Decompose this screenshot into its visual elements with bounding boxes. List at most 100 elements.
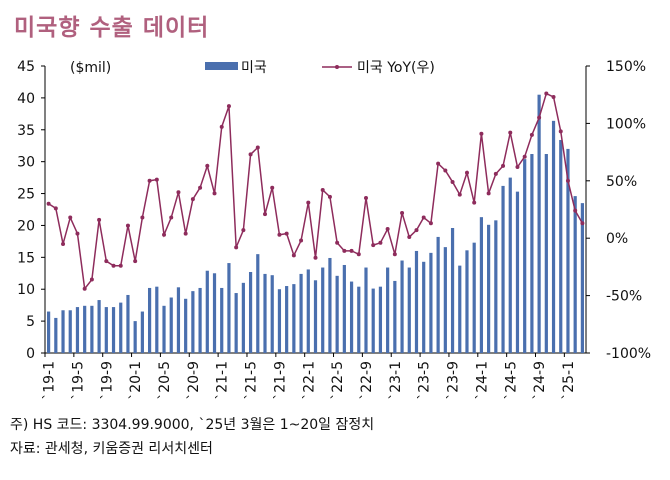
yoy-point xyxy=(551,94,556,99)
x-tick-label: `19-5 xyxy=(70,361,86,400)
bar xyxy=(248,272,253,353)
x-tick-label: `20-5 xyxy=(157,361,173,400)
yoy-point xyxy=(147,178,152,183)
bar xyxy=(90,305,94,353)
legend-bar-label: 미국 xyxy=(241,60,267,76)
bar xyxy=(256,254,260,353)
bar xyxy=(422,261,426,353)
right-tick-label: 0% xyxy=(606,231,628,247)
x-tick-label: `22-9 xyxy=(359,361,375,400)
bar xyxy=(342,264,346,353)
right-tick-label: 50% xyxy=(606,174,637,190)
yoy-point xyxy=(356,252,361,257)
right-tick-label: -50% xyxy=(606,289,642,305)
x-tick-label: `21-9 xyxy=(272,361,288,400)
bar xyxy=(580,203,584,353)
chart-title: 미국향 수출 데이터 xyxy=(14,15,210,41)
bar xyxy=(487,224,491,353)
bar xyxy=(313,280,318,353)
bar xyxy=(429,252,433,353)
bar xyxy=(349,281,354,353)
bar xyxy=(169,297,173,353)
bar xyxy=(263,273,267,353)
bar xyxy=(364,267,368,353)
yoy-point xyxy=(472,200,477,205)
x-tick-label: `20-9 xyxy=(186,361,202,400)
bar xyxy=(104,307,108,353)
bar xyxy=(75,307,80,353)
yoy-point xyxy=(486,191,491,196)
bar xyxy=(292,284,296,353)
yoy-point xyxy=(140,215,145,220)
bar xyxy=(184,298,188,353)
yoy-point xyxy=(493,171,498,176)
right-tick-label: -100% xyxy=(606,346,651,362)
bar xyxy=(458,265,462,353)
left-tick-label: 45 xyxy=(17,59,35,75)
bar xyxy=(212,273,217,353)
yoy-point xyxy=(580,221,585,226)
yoy-point xyxy=(508,130,513,135)
bar xyxy=(285,286,289,353)
x-tick-label: `25-1 xyxy=(561,361,577,400)
bar xyxy=(61,310,65,353)
yoy-point xyxy=(320,187,325,192)
yoy-point xyxy=(169,215,174,220)
yoy-point xyxy=(46,201,51,206)
left-tick-label: 15 xyxy=(17,250,35,266)
yoy-point xyxy=(89,277,94,282)
yoy-point xyxy=(342,248,347,253)
legend-line-marker xyxy=(335,65,339,69)
legend-bar-swatch xyxy=(205,62,238,70)
yoy-point xyxy=(464,170,469,175)
bar xyxy=(523,159,527,353)
yoy-point xyxy=(443,168,448,173)
yoy-point xyxy=(82,286,87,291)
left-tick-label: 40 xyxy=(17,91,35,107)
yoy-point xyxy=(515,165,520,170)
yoy-point xyxy=(154,177,159,182)
left-tick-label: 20 xyxy=(17,218,35,234)
yoy-point xyxy=(118,263,123,268)
bar xyxy=(515,191,520,353)
yoy-point xyxy=(414,228,419,233)
yoy-point xyxy=(104,259,109,264)
bar xyxy=(227,263,231,353)
x-tick-label: `22-1 xyxy=(301,361,317,400)
bar xyxy=(508,177,512,353)
yoy-point xyxy=(537,115,542,120)
yoy-point xyxy=(335,240,340,245)
yoy-point xyxy=(306,200,311,205)
bar xyxy=(306,269,310,353)
x-tick-label: `19-9 xyxy=(99,361,115,400)
bar xyxy=(155,286,159,353)
legend-line-label: 미국 YoY(우) xyxy=(357,60,435,76)
yoy-point xyxy=(450,179,455,184)
yoy-point xyxy=(255,145,260,150)
bar xyxy=(465,250,469,353)
yoy-point xyxy=(363,196,368,201)
yoy-point xyxy=(212,191,217,196)
yoy-point xyxy=(111,263,116,268)
bar xyxy=(551,120,556,353)
yoy-point xyxy=(544,91,549,96)
yoy-point xyxy=(313,255,318,260)
x-tick-label: `23-1 xyxy=(388,361,404,400)
bar xyxy=(443,247,447,353)
yoy-point xyxy=(219,124,224,129)
x-tick-label: `23-9 xyxy=(446,361,462,400)
yoy-point xyxy=(436,161,441,166)
bar xyxy=(573,196,577,353)
bar xyxy=(241,282,245,353)
bar xyxy=(566,148,570,353)
yoy-point xyxy=(385,227,390,232)
yoy-point xyxy=(53,206,58,211)
yoy-point xyxy=(97,217,102,222)
bar xyxy=(119,302,123,353)
yoy-point xyxy=(349,248,354,253)
bar xyxy=(414,250,419,353)
yoy-point xyxy=(183,231,188,236)
bar xyxy=(407,267,411,353)
bar xyxy=(277,289,282,353)
